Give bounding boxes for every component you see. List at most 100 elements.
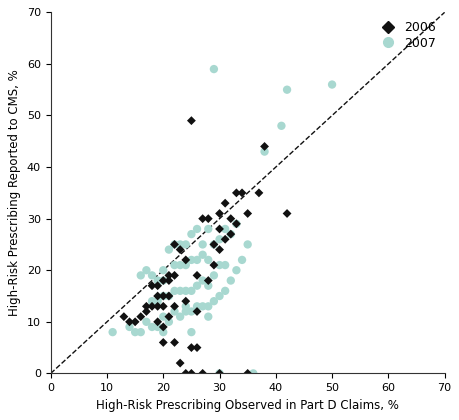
2006 xyxy=(187,370,195,377)
2007 xyxy=(137,329,144,336)
2007 xyxy=(170,308,178,315)
2007 xyxy=(227,277,234,284)
2006 xyxy=(165,313,172,320)
2007 xyxy=(199,252,206,258)
2007 xyxy=(187,231,195,237)
2007 xyxy=(159,293,167,299)
2006 xyxy=(142,308,150,315)
2007 xyxy=(187,257,195,263)
2007 xyxy=(243,241,251,248)
2006 xyxy=(199,215,206,222)
2007 xyxy=(148,323,155,330)
Legend: 2006, 2007: 2006, 2007 xyxy=(372,18,437,52)
2007 xyxy=(260,148,268,155)
2006 xyxy=(182,257,189,263)
2007 xyxy=(148,298,155,304)
2007 xyxy=(232,220,240,227)
2006 xyxy=(199,370,206,377)
2006 xyxy=(215,246,223,253)
2007 xyxy=(328,81,335,88)
2007 xyxy=(126,323,133,330)
2006 xyxy=(204,277,212,284)
2007 xyxy=(215,236,223,243)
2006 xyxy=(238,189,245,196)
2007 xyxy=(109,329,116,336)
2006 xyxy=(210,262,217,268)
2006 xyxy=(154,318,161,325)
2007 xyxy=(137,272,144,279)
2007 xyxy=(210,298,217,304)
2007 xyxy=(210,66,217,72)
2006 xyxy=(187,117,195,124)
2006 xyxy=(154,303,161,310)
2007 xyxy=(165,293,172,299)
2006 xyxy=(232,189,240,196)
2007 xyxy=(215,262,223,268)
2006 xyxy=(210,241,217,248)
2007 xyxy=(193,303,200,310)
2006 xyxy=(170,272,178,279)
2006 xyxy=(227,231,234,237)
2007 xyxy=(176,313,184,320)
2007 xyxy=(182,288,189,294)
2007 xyxy=(176,262,184,268)
2007 xyxy=(165,246,172,253)
2007 xyxy=(238,257,245,263)
2007 xyxy=(148,272,155,279)
2006 xyxy=(120,313,127,320)
2007 xyxy=(131,329,139,336)
Y-axis label: High-Risk Prescribing Reported to CMS, %: High-Risk Prescribing Reported to CMS, % xyxy=(8,69,21,316)
2006 xyxy=(148,303,155,310)
2007 xyxy=(170,241,178,248)
2006 xyxy=(187,344,195,351)
2006 xyxy=(221,200,228,207)
2007 xyxy=(210,241,217,248)
2006 xyxy=(154,293,161,299)
2006 xyxy=(182,298,189,304)
2007 xyxy=(182,241,189,248)
2006 xyxy=(215,226,223,232)
2006 xyxy=(170,303,178,310)
2007 xyxy=(142,318,150,325)
2006 xyxy=(170,339,178,346)
2006 xyxy=(126,318,133,325)
2007 xyxy=(182,308,189,315)
2007 xyxy=(204,257,212,263)
2007 xyxy=(221,262,228,268)
2006 xyxy=(154,282,161,289)
2006 xyxy=(159,323,167,330)
2006 xyxy=(283,210,290,217)
2007 xyxy=(283,87,290,93)
2007 xyxy=(159,313,167,320)
2006 xyxy=(165,293,172,299)
2007 xyxy=(159,267,167,273)
2006 xyxy=(215,370,223,377)
2007 xyxy=(165,318,172,325)
2007 xyxy=(193,282,200,289)
2007 xyxy=(199,303,206,310)
2006 xyxy=(142,303,150,310)
2006 xyxy=(165,277,172,284)
2007 xyxy=(221,288,228,294)
2006 xyxy=(215,210,223,217)
2007 xyxy=(142,267,150,273)
2007 xyxy=(159,329,167,336)
2006 xyxy=(232,220,240,227)
2007 xyxy=(182,303,189,310)
2007 xyxy=(154,277,161,284)
2006 xyxy=(204,215,212,222)
2007 xyxy=(182,262,189,268)
2007 xyxy=(215,370,223,377)
2006 xyxy=(148,282,155,289)
2006 xyxy=(137,313,144,320)
2006 xyxy=(159,293,167,299)
2006 xyxy=(221,236,228,243)
2007 xyxy=(187,288,195,294)
2007 xyxy=(215,293,223,299)
2006 xyxy=(159,303,167,310)
2007 xyxy=(199,277,206,284)
2007 xyxy=(221,226,228,232)
2007 xyxy=(154,323,161,330)
2007 xyxy=(170,288,178,294)
X-axis label: High-Risk Prescribing Observed in Part D Claims, %: High-Risk Prescribing Observed in Part D… xyxy=(96,399,398,412)
